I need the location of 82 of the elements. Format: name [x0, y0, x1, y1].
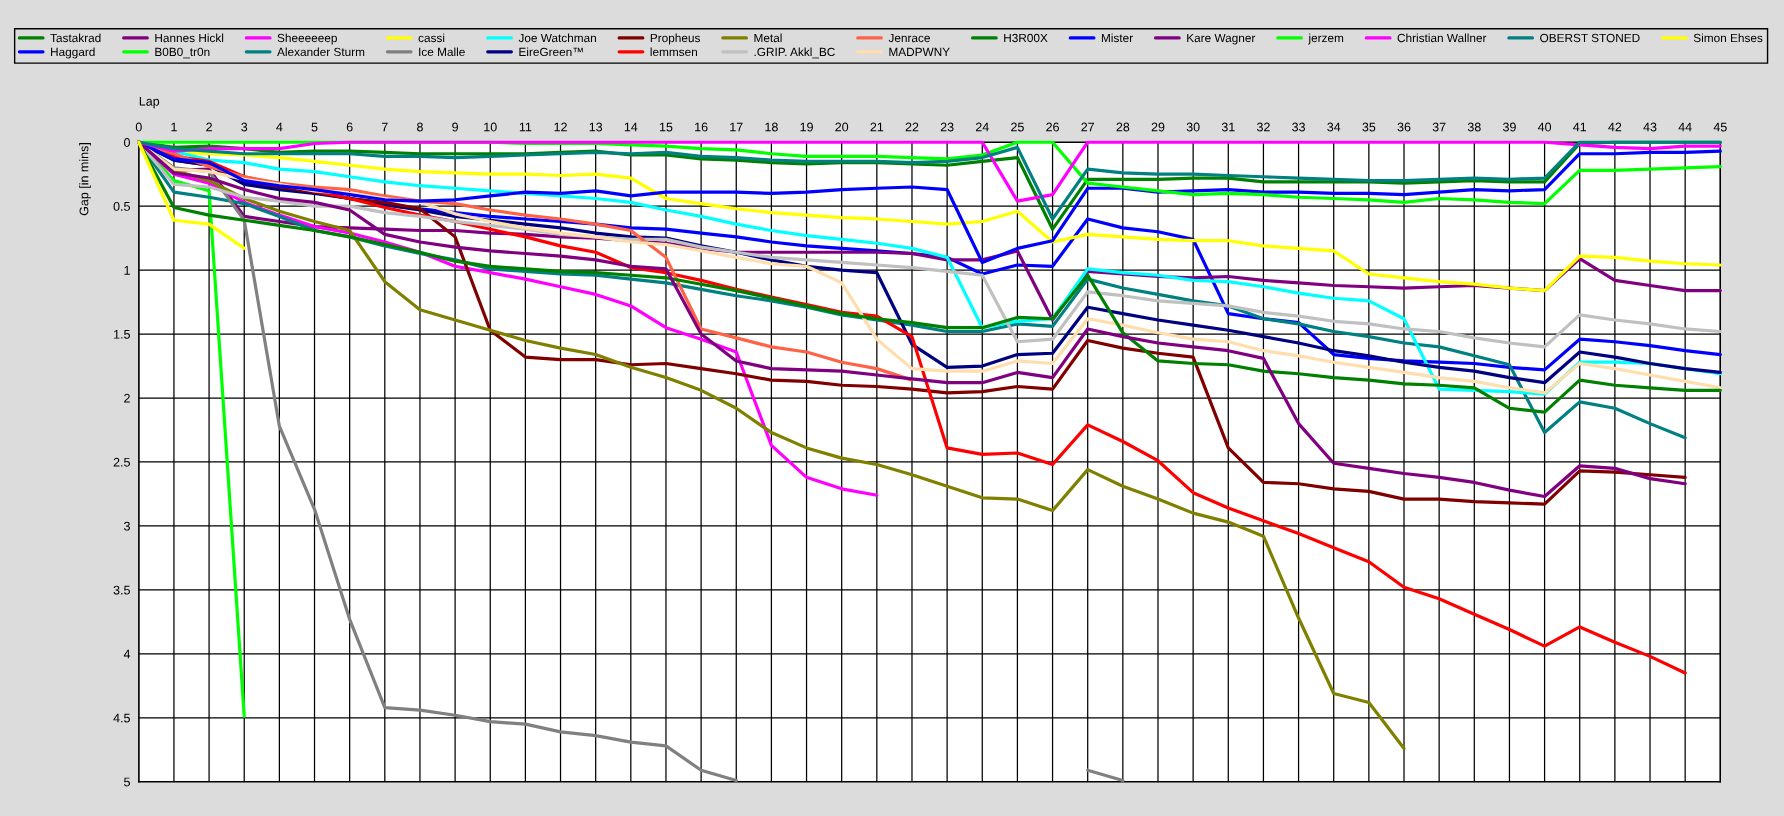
y-tick-label: 4: [123, 649, 131, 659]
legend-label: Jenrace: [888, 33, 930, 43]
x-tick-label: 13: [589, 122, 603, 132]
y-tick-label: 5: [124, 777, 130, 787]
x-tick-label: 45: [1713, 122, 1727, 132]
legend-label: Alexander Sturm: [277, 47, 365, 57]
legend-label: MADPWNY: [889, 47, 950, 56]
x-tick-label: 16: [695, 122, 708, 132]
x-tick-label: 21: [870, 122, 884, 132]
legend-label: Hannes Hickl: [155, 33, 224, 43]
x-tick-label: 14: [624, 122, 638, 132]
legend-label: lemmsen: [650, 47, 697, 57]
x-tick-label: 18: [765, 122, 778, 132]
x-tick-label: 7: [381, 122, 388, 132]
x-tick-label: 35: [1362, 122, 1376, 132]
x-tick-label: 10: [484, 122, 497, 132]
y-tick-label: 2: [124, 393, 130, 403]
legend-label: Haggard: [51, 47, 95, 59]
y-tick-label: 0: [124, 138, 130, 147]
x-tick-label: 5: [311, 122, 318, 132]
x-tick-label: 17: [730, 122, 743, 132]
legend-label: EireGreen™: [519, 47, 583, 57]
legend-label: Propheus: [650, 33, 700, 45]
y-tick-label: 4.5: [113, 713, 130, 723]
legend-label: Sheeeeeep: [277, 33, 337, 45]
x-tick-label: 43: [1643, 122, 1657, 132]
x-tick-label: 36: [1397, 122, 1411, 132]
x-tick-label: 37: [1432, 122, 1446, 132]
legend-label: H3R00X: [1004, 33, 1048, 43]
x-tick-label: 19: [800, 122, 813, 132]
legend-label: Metal: [754, 33, 782, 43]
x-tick-label: 28: [1116, 122, 1130, 132]
x-tick-label: 41: [1573, 122, 1587, 132]
y-tick-label: 1.5: [114, 330, 130, 339]
x-tick-label: 29: [1151, 122, 1165, 132]
x-tick-label: 39: [1502, 122, 1516, 132]
x-tick-label: 0: [135, 122, 142, 132]
x-tick-label: 22: [905, 122, 919, 132]
x-tick-label: 24: [975, 122, 989, 132]
y-tick-label: 3: [123, 521, 130, 531]
x-tick-label: 9: [452, 122, 458, 132]
x-tick-label: 32: [1256, 122, 1270, 132]
x-tick-label: 31: [1221, 122, 1235, 132]
legend-label: Mister: [1101, 33, 1133, 43]
x-tick-label: 42: [1608, 122, 1622, 132]
x-tick-label: 34: [1327, 122, 1341, 132]
x-tick-label: 23: [940, 122, 954, 132]
x-tick-label: 38: [1467, 122, 1481, 132]
x-tick-label: 30: [1186, 122, 1200, 132]
x-tick-label: 4: [276, 122, 283, 132]
x-tick-label: 8: [417, 122, 423, 132]
x-tick-label: 26: [1046, 122, 1059, 132]
y-tick-label: 1: [124, 266, 130, 275]
legend-label: cassi: [418, 33, 445, 43]
y-tick-label: 0.5: [113, 201, 130, 211]
legend-label: OBERST STONED: [1540, 33, 1640, 43]
x-axis-title: Lap: [139, 96, 160, 109]
legend-label: Christian Wallner: [1397, 33, 1487, 43]
legend-label: Ice Malle: [419, 47, 465, 57]
legend-label: Joe Watchman: [518, 33, 596, 43]
legend-label: jerzem: [1308, 33, 1344, 45]
y-axis-title: Gap [in mins]: [79, 143, 91, 216]
x-tick-label: 20: [835, 122, 849, 132]
x-tick-label: 11: [519, 122, 532, 132]
legend-label: Simon Ehses: [1693, 33, 1763, 43]
legend-label: Kare Wagner: [1187, 33, 1256, 45]
x-tick-label: 1: [171, 122, 177, 132]
x-tick-label: 27: [1081, 122, 1095, 132]
x-tick-label: 6: [346, 122, 353, 132]
x-tick-label: 40: [1537, 122, 1552, 132]
x-tick-label: 44: [1678, 122, 1692, 132]
legend-label: .GRIP. Akkl_BC: [754, 47, 835, 59]
legend-label: B0B0_tr0n: [155, 47, 210, 59]
x-tick-label: 12: [554, 122, 567, 132]
x-tick-label: 2: [206, 122, 212, 132]
x-tick-label: 15: [659, 122, 673, 132]
x-tick-label: 25: [1011, 122, 1024, 132]
x-tick-label: 3: [241, 122, 248, 132]
x-tick-label: 33: [1292, 122, 1305, 132]
legend-label: Tastakrad: [50, 33, 101, 43]
y-tick-label: 2.5: [113, 457, 130, 467]
y-tick-label: 3.5: [113, 585, 130, 595]
